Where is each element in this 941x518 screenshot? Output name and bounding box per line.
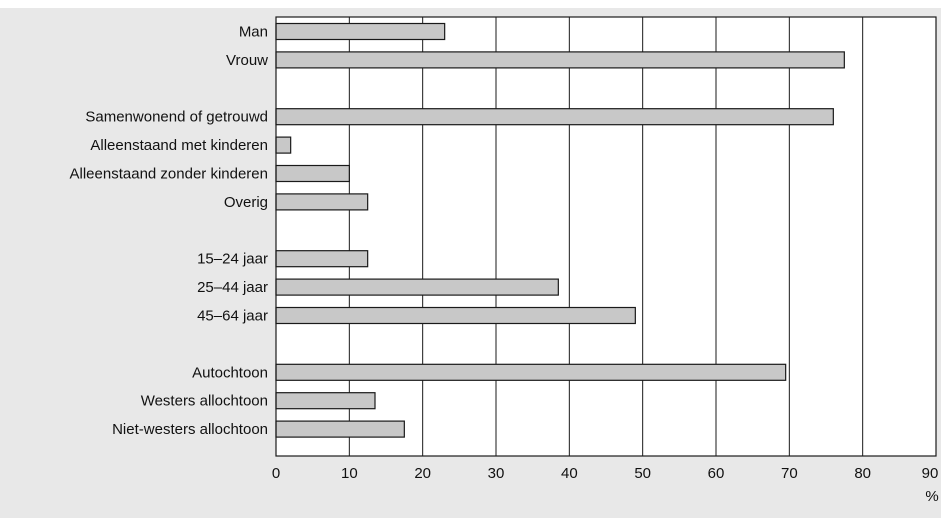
x-axis-ticks: 0 10 20 30 40 50 60 70 80 90 <box>272 465 939 482</box>
x-tick-label: 90 <box>922 465 939 482</box>
bar <box>275 136 292 154</box>
x-tick-label: 20 <box>414 465 431 482</box>
category-label: 45–64 jaar <box>197 308 268 325</box>
category-label: 25–44 jaar <box>197 279 268 296</box>
bar <box>275 420 405 438</box>
x-tick-label: 80 <box>854 465 871 482</box>
x-tick-label: 30 <box>488 465 505 482</box>
bar <box>275 22 446 41</box>
x-axis-label: % <box>925 488 938 505</box>
category-label: Alleenstaand met kinderen <box>90 137 268 154</box>
bar <box>275 306 636 325</box>
x-tick-label: 0 <box>272 465 280 482</box>
bar <box>275 363 787 381</box>
category-label: Alleenstaand zonder kinderen <box>70 166 268 183</box>
bar <box>275 164 350 183</box>
x-tick-label: 40 <box>561 465 578 482</box>
category-label: Vrouw <box>226 52 268 69</box>
x-tick-label: 60 <box>708 465 725 482</box>
category-label: Niet-westers allochtoon <box>112 421 268 438</box>
category-label: 15–24 jaar <box>197 251 268 268</box>
category-label: Autochtoon <box>192 364 268 381</box>
gridlines <box>348 17 864 456</box>
bar <box>275 278 559 296</box>
x-tick-label: 10 <box>341 465 358 482</box>
x-tick-label: 70 <box>781 465 798 482</box>
category-label: Samenwonend of getrouwd <box>85 109 268 126</box>
bar <box>275 108 834 126</box>
category-labels: Man Vrouw Samenwonend of getrouwd Alleensta… <box>70 24 269 439</box>
category-label: Man <box>239 24 268 41</box>
x-tick-label: 50 <box>634 465 651 482</box>
plot-area <box>276 17 936 456</box>
bar <box>275 392 376 410</box>
category-label: Overig <box>224 194 268 211</box>
bar <box>275 193 369 211</box>
bars <box>275 22 845 438</box>
bar <box>275 250 369 268</box>
category-label: Westers allochtoon <box>141 393 268 410</box>
plot-border <box>275 16 937 457</box>
bar <box>275 51 845 69</box>
